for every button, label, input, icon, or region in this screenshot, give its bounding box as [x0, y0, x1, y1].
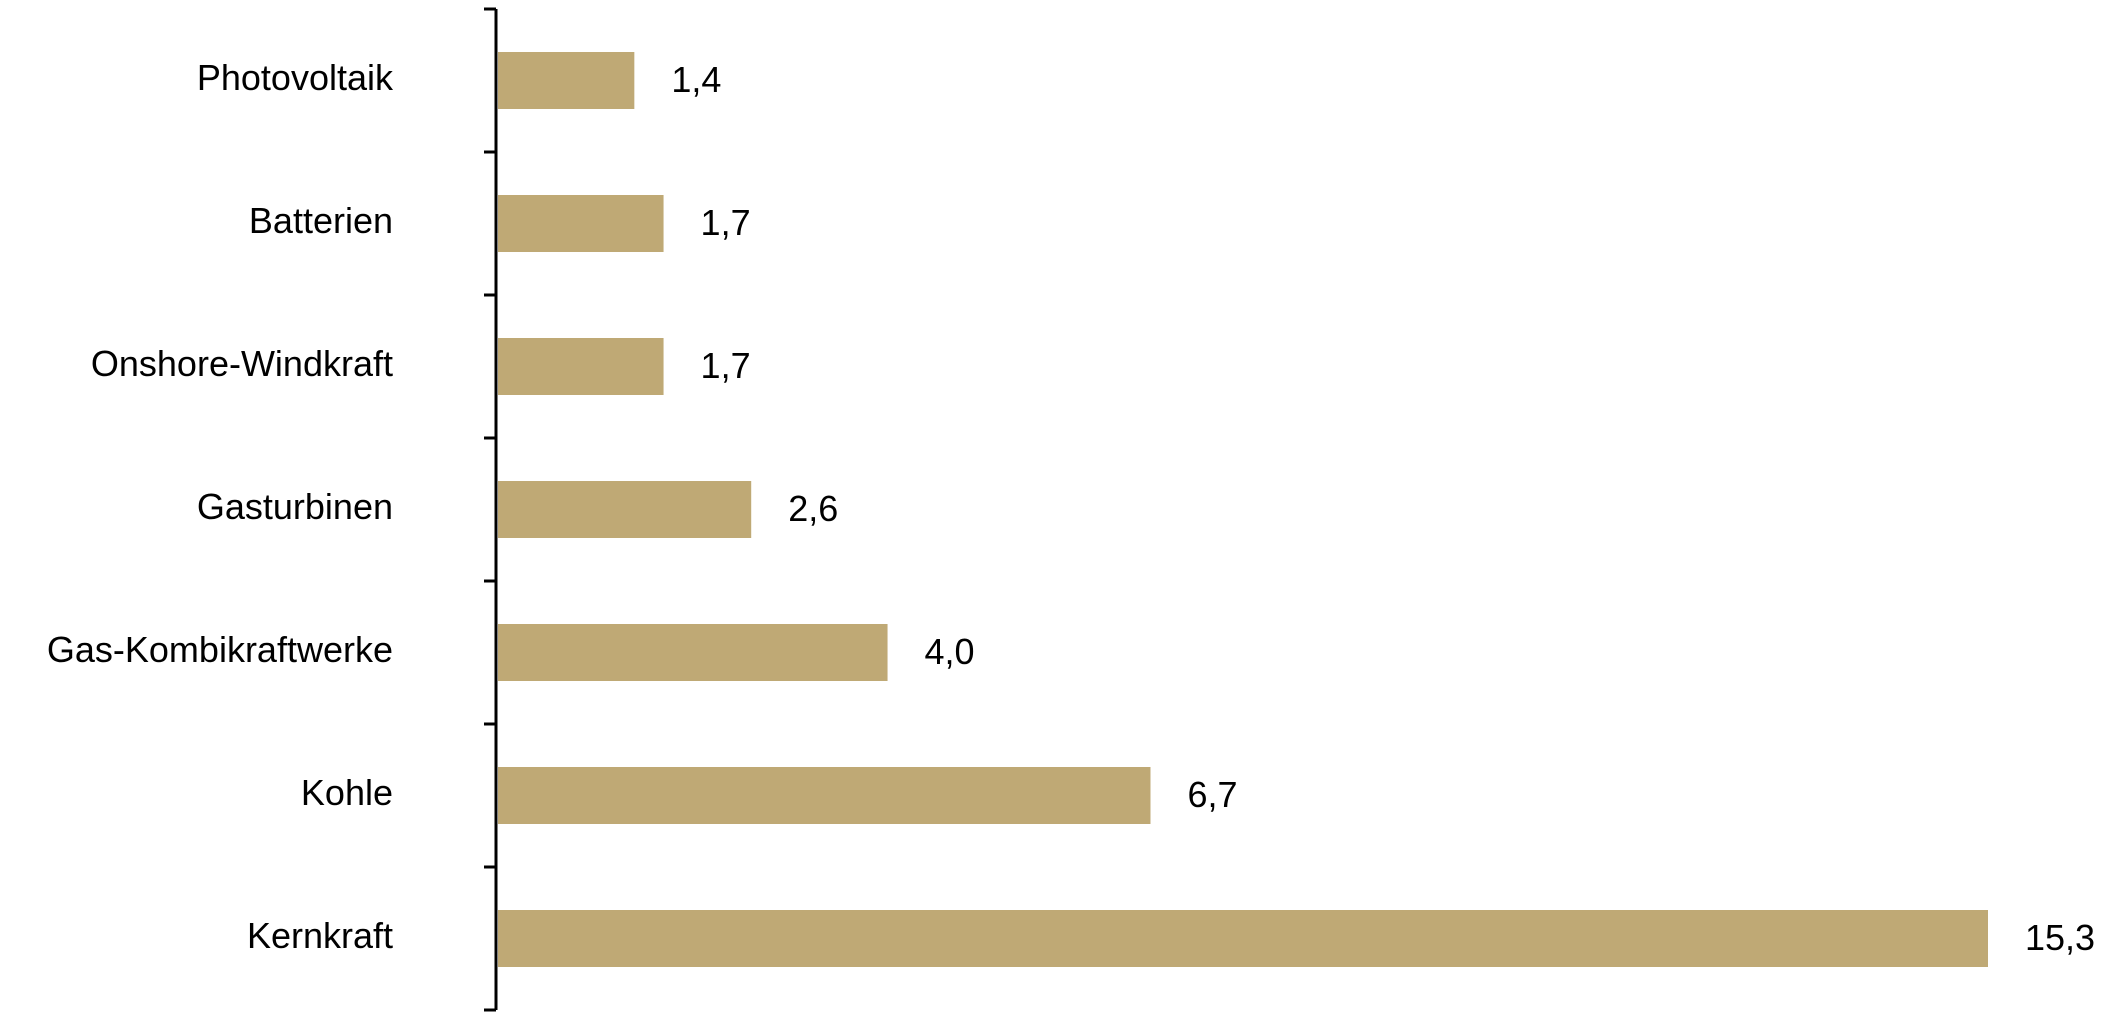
value-label: 15,3 — [2025, 917, 2095, 958]
category-label: Gas-Kombikraftwerke — [47, 629, 393, 670]
bar — [498, 195, 664, 252]
bar — [498, 910, 1988, 967]
bar — [498, 52, 635, 109]
value-label: 1,7 — [701, 345, 751, 386]
category-label: Kohle — [301, 772, 393, 813]
category-label: Photovoltaik — [197, 57, 394, 98]
value-label: 6,7 — [1187, 774, 1237, 815]
value-label: 1,7 — [701, 202, 751, 243]
value-label: 1,4 — [671, 59, 721, 100]
value-label: 2,6 — [788, 488, 838, 529]
value-label: 4,0 — [925, 631, 975, 672]
category-label: Gasturbinen — [197, 486, 393, 527]
bar — [498, 767, 1151, 824]
category-label: Kernkraft — [247, 915, 393, 956]
category-label: Onshore-Windkraft — [91, 343, 393, 384]
bar — [498, 338, 664, 395]
bar — [498, 624, 888, 681]
bar — [498, 481, 752, 538]
category-label: Batterien — [249, 200, 393, 241]
